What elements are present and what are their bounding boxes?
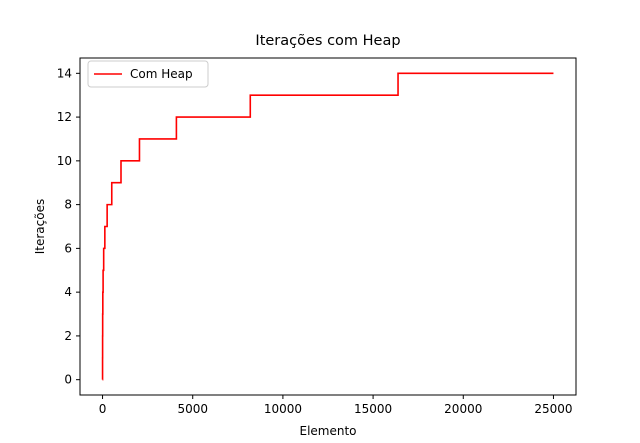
legend: Com Heap: [87, 60, 209, 88]
series-line-0: [101, 72, 554, 381]
y-tick-label: 12: [57, 110, 72, 124]
y-tick-label: 4: [64, 285, 72, 299]
x-axis-title: Elemento: [299, 424, 356, 438]
y-tick-label: 14: [57, 66, 72, 80]
legend-box: [87, 60, 209, 88]
x-tick-label: 0: [99, 402, 107, 416]
x-tick-label: 25000: [534, 402, 572, 416]
x-tick-label: 10000: [264, 402, 302, 416]
y-tick-label: 0: [64, 373, 72, 387]
y-tick-label: 6: [64, 241, 72, 255]
x-tick-label: 5000: [177, 402, 208, 416]
x-tick-label: 15000: [354, 402, 392, 416]
axes-frame: [79, 57, 577, 396]
y-tick-label: 10: [57, 154, 72, 168]
chart-title: Iterações com Heap: [255, 33, 400, 49]
plot-area: 0 5000 10000 15000 20000 25000 0 2 4 6 8 10 12 14: [57, 57, 577, 416]
x-tick-label: 20000: [444, 402, 482, 416]
legend-label-0: Com Heap: [130, 67, 193, 81]
y-tick-label: 8: [64, 198, 72, 212]
y-axis-title: Iterações: [33, 199, 47, 255]
y-tick-label: 2: [64, 329, 72, 343]
